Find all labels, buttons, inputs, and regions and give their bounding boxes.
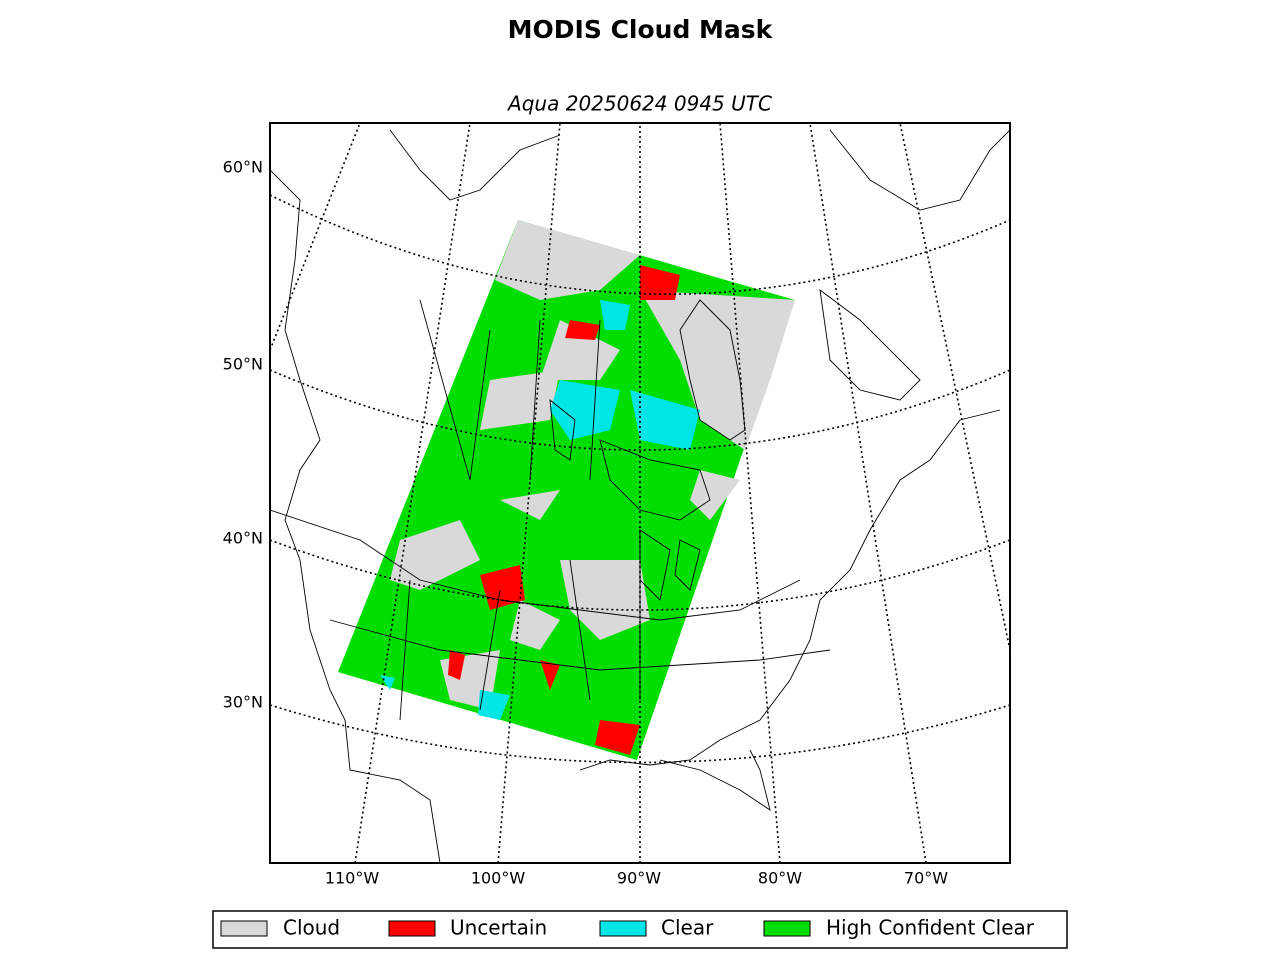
legend-swatch (388, 920, 436, 937)
coastlines (270, 129, 1010, 863)
swath-region (510, 600, 560, 650)
lon-label: 90°W (617, 869, 661, 888)
swath-region (595, 720, 640, 755)
legend-swatch (599, 920, 647, 937)
swath-region (540, 320, 620, 380)
legend-label: Uncertain (450, 916, 547, 940)
lon-label: 80°W (758, 869, 802, 888)
legend-swatch (220, 920, 268, 937)
swath-region (540, 660, 560, 690)
swath-region (640, 265, 680, 300)
swath-region (640, 290, 795, 450)
swath-region (600, 300, 630, 330)
swath-region (500, 490, 560, 520)
lat-label: 50°N (223, 355, 263, 374)
swath-region (480, 565, 525, 610)
swath-region (550, 380, 620, 440)
swath (338, 220, 795, 760)
graticule (270, 123, 1010, 863)
swath-region (480, 370, 560, 430)
lon-label: 70°W (904, 869, 948, 888)
subtitle: Aqua 20250624 0945 UTC (506, 92, 772, 116)
legend-label: Cloud (283, 916, 340, 940)
lat-label: 40°N (223, 529, 263, 548)
swath-region (565, 320, 600, 340)
legend-swatch (763, 920, 811, 937)
lat-label: 30°N (223, 693, 263, 712)
swath-region (390, 520, 480, 590)
legend-label: High Confident Clear (826, 916, 1035, 940)
axis-labels: 60°N 50°N 40°N 30°N 110°W 100°W 90°W 80°W 70°W (223, 158, 949, 888)
swath-region (690, 470, 740, 520)
lat-label: 60°N (223, 158, 263, 177)
swath-region (478, 690, 510, 720)
legend-label: Clear (661, 916, 714, 940)
swath-region (448, 650, 465, 680)
lon-label: 100°W (471, 869, 526, 888)
swath-region (495, 220, 640, 300)
lon-label: 110°W (325, 869, 380, 888)
swath-region (560, 560, 650, 640)
map-frame (269, 122, 1011, 864)
title: MODIS Cloud Mask (508, 15, 774, 44)
legend: Cloud Uncertain Clear High Confident Clear (220, 916, 1035, 940)
swath-region (630, 390, 700, 450)
map-area (270, 123, 1010, 863)
